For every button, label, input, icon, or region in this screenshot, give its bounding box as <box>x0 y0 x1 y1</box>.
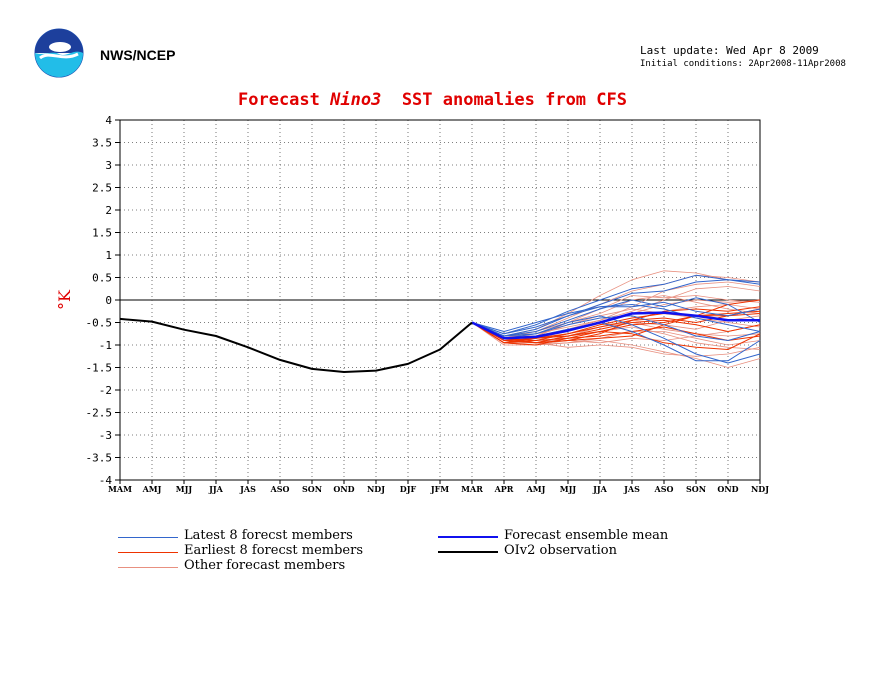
y-tick-label: -0.5 <box>86 317 113 330</box>
y-tick-label: 0.5 <box>92 272 112 285</box>
y-tick-label: -2.5 <box>86 407 113 420</box>
latest-member-line <box>471 297 761 337</box>
x-tick-label: JFM <box>430 484 449 494</box>
latest-member-line <box>471 279 761 337</box>
legend-swatch-latest <box>118 537 178 538</box>
y-tick-label: -1 <box>99 339 112 352</box>
earliest-member-line <box>471 299 761 344</box>
x-tick-label: NDJ <box>751 484 769 494</box>
x-tick-label: JJA <box>208 484 224 494</box>
latest-member-line <box>471 315 761 364</box>
x-tick-label: DJF <box>400 484 417 494</box>
legend-swatch-other <box>118 567 178 568</box>
ensemble-mean-line <box>471 311 760 340</box>
observation-line <box>119 317 473 373</box>
earliest-member-line <box>471 319 761 341</box>
legend-swatch-observation <box>438 551 498 553</box>
chart-title: Forecast Nino3 SST anomalies from CFS <box>238 90 627 110</box>
org-label: NWS/NCEP <box>100 47 176 63</box>
x-tick-label: AMJ <box>142 484 162 494</box>
earliest-member-line <box>471 310 761 346</box>
legend-label-other: Other forecast members <box>184 558 346 573</box>
x-tick-label: NDJ <box>367 484 385 494</box>
x-tick-label: ASO <box>654 484 674 494</box>
x-tick-label: MJJ <box>176 484 193 494</box>
title-part1: Forecast <box>238 90 320 110</box>
latest-member-line <box>471 274 761 335</box>
earliest-member-line <box>471 308 761 344</box>
title-part3: SST anomalies from CFS <box>401 90 627 110</box>
x-tick-label: JAS <box>239 484 256 494</box>
y-tick-label: 3 <box>105 159 112 172</box>
x-tick-label: OND <box>717 484 738 494</box>
y-tick-label: -3.5 <box>86 452 113 465</box>
other-member-line <box>471 322 761 346</box>
x-tick-label: JAS <box>623 484 640 494</box>
x-tick-label: JJA <box>592 484 608 494</box>
x-tick-label: AMJ <box>526 484 546 494</box>
noaa-logo <box>34 28 84 78</box>
y-tick-label: 1.5 <box>92 227 112 240</box>
x-tick-label: MJJ <box>560 484 577 494</box>
x-tick-label: OND <box>333 484 354 494</box>
legend-label-latest: Latest 8 forecst members <box>184 528 353 543</box>
latest-member-line <box>471 304 761 332</box>
x-tick-label: SON <box>302 484 322 494</box>
x-tick-label: MAR <box>461 484 483 494</box>
latest-member-line <box>471 301 761 335</box>
y-tick-label: 1 <box>105 249 112 262</box>
x-tick-label: ASO <box>270 484 290 494</box>
y-tick-label: 3.5 <box>92 137 112 150</box>
y-tick-label: 2 <box>105 204 112 217</box>
legend-swatch-mean <box>438 536 498 538</box>
legend-label-mean: Forecast ensemble mean <box>504 528 669 543</box>
x-tick-label: MAM <box>108 484 132 494</box>
y-tick-label: 2.5 <box>92 182 112 195</box>
last-update-text: Last update: Wed Apr 8 2009 <box>640 44 819 57</box>
x-tick-label: APR <box>494 484 514 494</box>
y-tick-label: -2 <box>99 384 112 397</box>
initial-conditions-text: Initial conditions: 2Apr2008-11Apr2008 <box>640 59 846 69</box>
y-tick-label: -1.5 <box>86 362 113 375</box>
y-tick-label: 0 <box>105 294 112 307</box>
other-member-line <box>471 322 761 350</box>
y-tick-label: -4 <box>99 474 113 487</box>
y-axis-label: °K <box>55 289 74 310</box>
legend-label-observation: OIv2 observation <box>504 543 617 558</box>
y-tick-label: -3 <box>99 429 112 442</box>
title-region: Nino3 <box>330 90 382 110</box>
legend-swatch-earliest <box>118 552 178 553</box>
legend-label-earliest: Earliest 8 forecst members <box>184 543 363 558</box>
y-tick-label: 4 <box>105 114 112 127</box>
x-tick-label: SON <box>686 484 706 494</box>
